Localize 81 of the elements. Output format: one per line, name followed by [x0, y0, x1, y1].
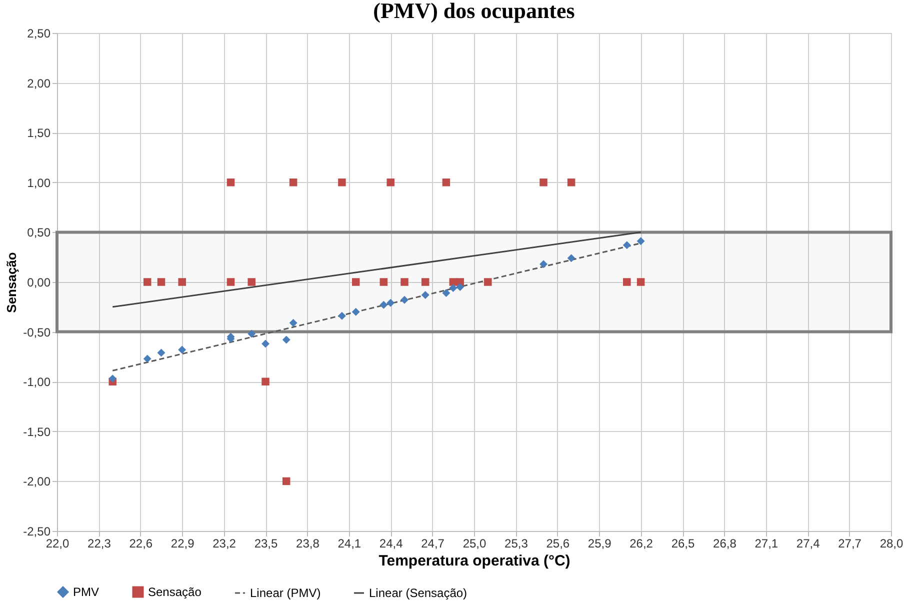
x-tick-label: 25,0 — [462, 536, 486, 550]
x-tick-label: 26,2 — [630, 536, 654, 550]
legend-label: PMV — [73, 585, 100, 599]
x-tick-label: 26,5 — [671, 536, 695, 550]
x-axis-title: Temperatura operativa (°C) — [378, 552, 570, 570]
x-tick-label: 22,3 — [88, 536, 112, 550]
x-tick-label: 23,5 — [254, 536, 278, 550]
legend-label: Sensação — [148, 585, 202, 599]
y-axis-title: Sensação — [4, 252, 20, 313]
point — [289, 178, 298, 186]
point — [248, 278, 256, 286]
x-tick-label: 24,7 — [421, 536, 445, 550]
point — [421, 291, 430, 299]
point — [248, 330, 256, 338]
point — [380, 301, 388, 309]
point — [262, 340, 270, 348]
y-tick-label: -2,00 — [23, 474, 51, 489]
point — [178, 278, 186, 286]
point — [352, 278, 360, 286]
x-tick-label: 25,6 — [546, 536, 570, 550]
point — [386, 178, 394, 186]
point — [262, 378, 270, 386]
point — [449, 284, 458, 292]
x-tick-label: 23,8 — [296, 536, 320, 550]
x-tick-label: 27,7 — [838, 536, 862, 550]
point — [636, 278, 645, 286]
point — [442, 289, 450, 297]
point — [108, 374, 116, 382]
point — [157, 348, 166, 357]
point — [623, 241, 631, 250]
point — [226, 178, 235, 186]
x-tick-label: 26,8 — [713, 536, 737, 550]
x-tick-label: 24,4 — [379, 536, 404, 550]
point — [540, 260, 548, 268]
point — [282, 477, 290, 486]
x-tick-label: 22,6 — [129, 536, 153, 550]
y-tick-label: 2,50 — [27, 26, 51, 40]
point — [143, 278, 152, 286]
x-tick-label: 22,0 — [46, 536, 70, 550]
point — [226, 278, 235, 286]
point — [143, 354, 152, 363]
point — [289, 318, 298, 327]
point — [567, 178, 576, 186]
point — [567, 254, 576, 262]
point — [338, 178, 346, 186]
point — [484, 278, 492, 286]
x-tick-label: 28,0 — [880, 536, 904, 550]
point — [456, 283, 464, 291]
legend-label: Linear (PMV) — [250, 586, 321, 600]
point — [352, 308, 360, 316]
y-tick-label: -0,50 — [23, 325, 51, 340]
point — [636, 237, 645, 246]
point — [540, 178, 548, 186]
y-tick-label: 1,50 — [27, 126, 51, 140]
y-tick-label: 0,50 — [27, 226, 51, 240]
x-tick-label: 23,2 — [212, 536, 236, 550]
point — [623, 278, 631, 286]
y-tick-label: 0,00 — [27, 276, 51, 290]
point — [338, 312, 346, 320]
legend-label: Linear (Sensação) — [369, 586, 468, 600]
y-tick-label: -1,00 — [23, 375, 51, 390]
x-tick-label: 25,9 — [588, 536, 612, 550]
point — [178, 346, 186, 354]
x-tick-label: 25,3 — [504, 536, 528, 550]
point — [386, 299, 394, 307]
point — [442, 178, 450, 186]
point — [282, 336, 290, 344]
point — [380, 278, 388, 286]
point — [400, 296, 408, 304]
point — [157, 278, 166, 286]
chart-title: (PMV) dos ocupantes — [373, 0, 576, 23]
x-tick-label: 27,4 — [796, 536, 820, 550]
point — [400, 278, 408, 286]
x-tick-label: 22,9 — [170, 536, 195, 550]
point — [421, 278, 430, 286]
y-tick-label: -1,50 — [23, 424, 51, 439]
y-tick-label: 1,00 — [27, 176, 51, 190]
x-tick-label: 27,1 — [754, 536, 778, 550]
y-tick-label: 2,00 — [27, 76, 51, 90]
x-tick-label: 24,1 — [338, 536, 362, 550]
y-tick-label: -2,50 — [23, 524, 51, 538]
